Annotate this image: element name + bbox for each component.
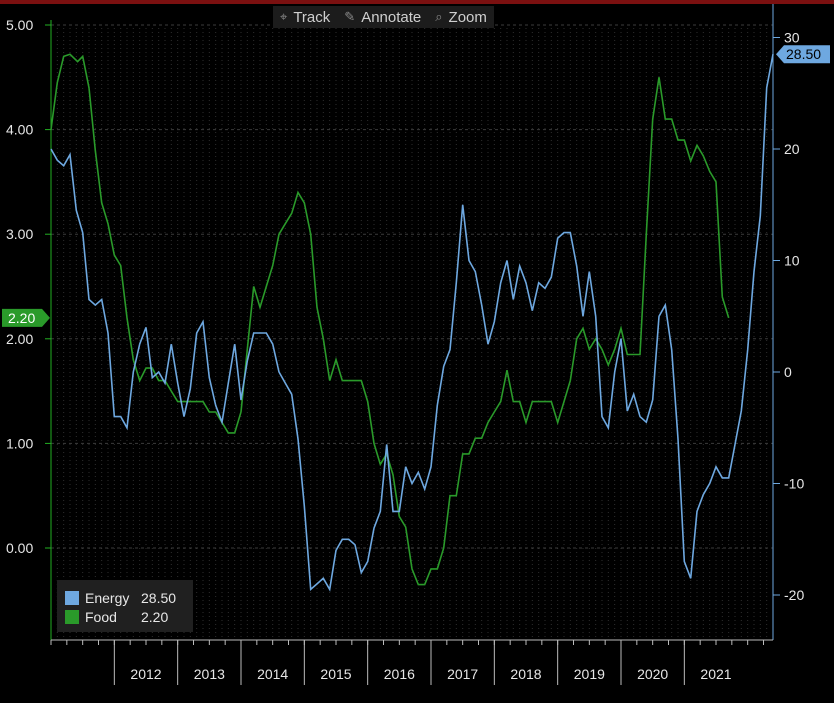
energy-current-value-label: 28.50 [786, 46, 821, 62]
x-axis-year-label: 2012 [130, 666, 161, 682]
left-axis-tick-label: 0.00 [6, 540, 33, 556]
energy-legend-name: Energy [85, 589, 130, 606]
crosshair-icon: ⌖ [280, 9, 288, 24]
pencil-icon: ✎ [344, 9, 356, 24]
track-button[interactable]: ⌖ Track [273, 6, 337, 28]
x-axis-year-label: 2016 [384, 666, 415, 682]
current-value-markers: 2.20 28.50 [2, 45, 830, 327]
chart-series [50, 53, 774, 592]
x-axis-year-label: 2017 [447, 666, 478, 682]
right-axis-tick-label: -20 [784, 587, 804, 603]
zoom-label: Zoom [448, 8, 487, 26]
x-axis-year-label: 2014 [257, 666, 288, 682]
left-axis-tick-label: 5.00 [6, 17, 33, 33]
food-current-value-label: 2.20 [8, 310, 35, 326]
x-axis-year-label: 2019 [574, 666, 605, 682]
chart-legend: Energy 28.50 Food 2.20 [57, 580, 193, 632]
right-axis-tick-label: 20 [784, 141, 800, 157]
chart-axes: 0.00 1.00 2.00 3.00 4.00 5.00 -20 -10 0 10 20 30 201… [6, 4, 804, 685]
food-legend-name: Food [85, 608, 117, 625]
x-axis-year-label: 2021 [700, 666, 731, 682]
food-swatch [65, 609, 79, 624]
food-current-value-marker [2, 308, 50, 327]
annotate-button[interactable]: ✎ Annotate [337, 6, 428, 28]
right-axis-tick-label: 10 [784, 253, 800, 269]
energy-current-value-marker [776, 45, 830, 64]
left-axis-tick-label: 1.00 [6, 435, 33, 451]
right-axis-tick-label: 0 [784, 364, 792, 380]
magnifier-icon: ⌕ [435, 9, 443, 24]
left-axis-tick-label: 3.00 [6, 226, 33, 242]
annotate-label: Annotate [361, 8, 422, 26]
top-accent-bar [0, 0, 834, 4]
track-label: Track [293, 8, 331, 26]
legend-item-food[interactable]: Food 2.20 [65, 607, 193, 626]
left-axis-tick-label: 2.00 [6, 331, 33, 347]
x-axis-year-label: 2015 [320, 666, 351, 682]
energy-legend-value: 28.50 [141, 589, 177, 606]
x-axis-year-label: 2013 [194, 666, 225, 682]
energy-swatch [65, 590, 79, 605]
x-axis-year-label: 2018 [510, 666, 541, 682]
x-axis-year-label: 2020 [637, 666, 668, 682]
left-axis-tick-label: 4.00 [6, 122, 33, 138]
right-axis-tick-label: 30 [784, 30, 800, 46]
legend-item-energy[interactable]: Energy 28.50 [65, 588, 193, 607]
series-line-energy [50, 54, 774, 592]
zoom-button[interactable]: ⌕ Zoom [428, 6, 494, 28]
series-line-food [50, 53, 730, 586]
right-axis-tick-label: -10 [784, 476, 804, 492]
food-legend-value: 2.20 [141, 608, 169, 625]
chart-toolbar: ⌖ Track ✎ Annotate ⌕ Zoom [273, 6, 494, 28]
